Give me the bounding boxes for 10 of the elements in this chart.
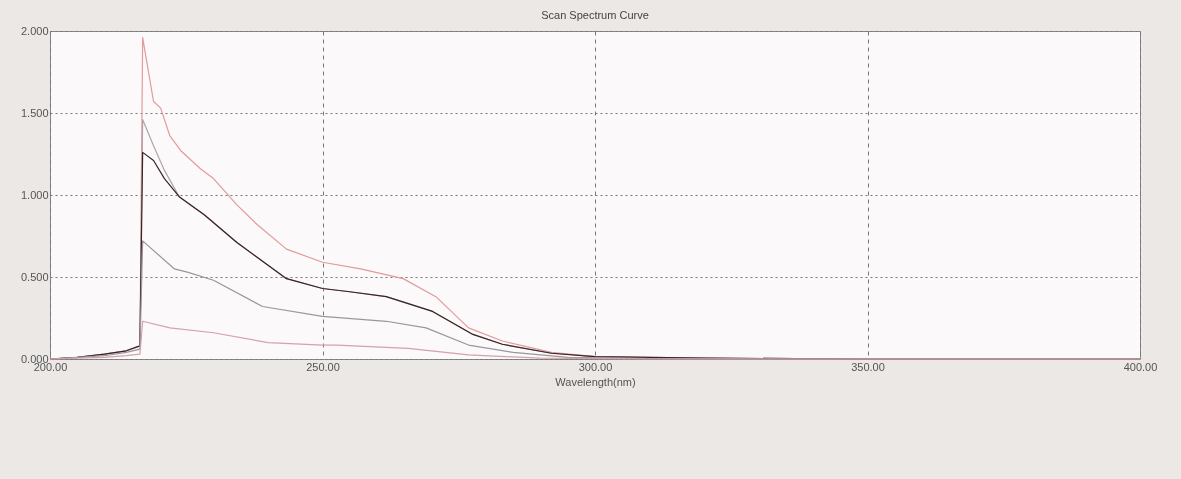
- x-tick-label: 250.00: [306, 360, 340, 373]
- y-tick-label: 2.000: [20, 24, 49, 37]
- x-axis-title: Wavelength(nm): [555, 375, 636, 388]
- y-tick-label: 1.000: [20, 188, 49, 201]
- x-tick-label: 300.00: [578, 360, 613, 373]
- y-tick-label: 1.500: [20, 106, 49, 119]
- y-tick-label: 0.500: [20, 270, 49, 283]
- x-tick-label: 400.00: [1123, 360, 1158, 373]
- x-tick-label: 350.00: [851, 360, 885, 373]
- chart-title: Scan Spectrum Curve: [541, 9, 649, 21]
